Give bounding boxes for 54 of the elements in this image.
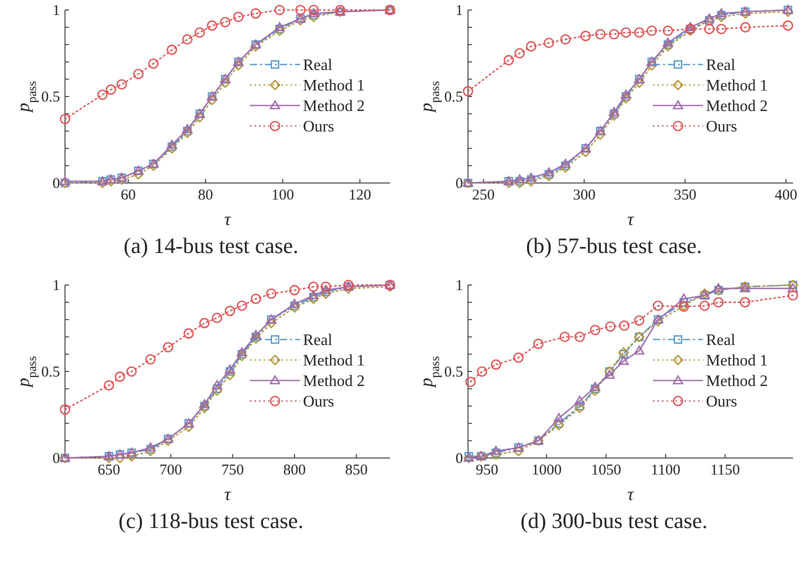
legend-label: Method 1 [303,352,365,370]
legend-label: Method 1 [706,78,768,94]
legend-label: Ours [706,394,738,410]
legend-label: Method 2 [303,98,365,115]
y-tick-label: 1 [456,278,463,294]
legend-label: Method 2 [706,373,768,390]
legend-label: Method 2 [706,98,768,115]
text: (d) 300-bus test case. [520,508,708,533]
x-axis-title: τ [224,209,232,229]
y-tick-label: 1 [52,278,60,294]
x-tick-label: 750 [221,462,244,479]
legend-label: Ours [303,394,334,410]
y-tick-label: 0.5 [444,364,463,380]
legend-label: Method 1 [303,78,365,94]
x-tick-label: 950 [476,462,498,479]
legend-label: Method 1 [706,352,768,370]
legend-label: Method 2 [303,373,365,390]
x-tick-label: 850 [345,462,368,479]
x-tick-label: 350 [674,188,696,204]
legend-label: Real [706,332,736,349]
x-axis-title: τ [627,484,634,504]
text: (c) 118-bus test case. [118,508,304,533]
x-axis-title: τ [627,209,634,229]
y-tick-label: 0 [52,176,60,192]
x-tick-label: 800 [283,462,306,479]
x-tick-label: 80 [198,188,213,204]
x-tick-label: 100 [271,188,294,204]
legend-label: Ours [303,118,334,136]
x-axis-title: τ [224,484,232,504]
x-tick-label: 650 [98,462,120,479]
x-tick-label: 400 [774,188,798,204]
y-tick-label: 0.5 [41,364,60,380]
x-tick-label: 1000 [532,462,562,479]
legend-label: Real [303,332,333,349]
legend-label: Real [303,57,333,74]
legend-label: Ours [706,118,738,136]
x-tick-label: 60 [120,188,136,204]
y-tick-label: 0 [456,450,463,467]
y-tick-label: 0 [456,176,463,192]
y-tick-label: 1 [52,2,60,19]
x-tick-label: 300 [572,188,596,204]
x-tick-label: 1150 [710,462,740,479]
y-tick-label: 0.5 [444,89,463,106]
x-tick-label: 700 [160,462,182,479]
text: (b) 57-bus test case. [526,233,702,258]
y-tick-label: 0 [52,450,60,467]
x-tick-label: 1100 [650,462,680,479]
x-tick-label: 1050 [591,462,622,479]
text: (a) 14-bus test case. [124,233,298,258]
y-tick-label: 1 [456,2,463,19]
x-tick-label: 120 [348,188,372,204]
x-tick-label: 250 [472,188,495,204]
y-tick-label: 0.5 [41,89,60,106]
legend-label: Real [706,57,736,74]
